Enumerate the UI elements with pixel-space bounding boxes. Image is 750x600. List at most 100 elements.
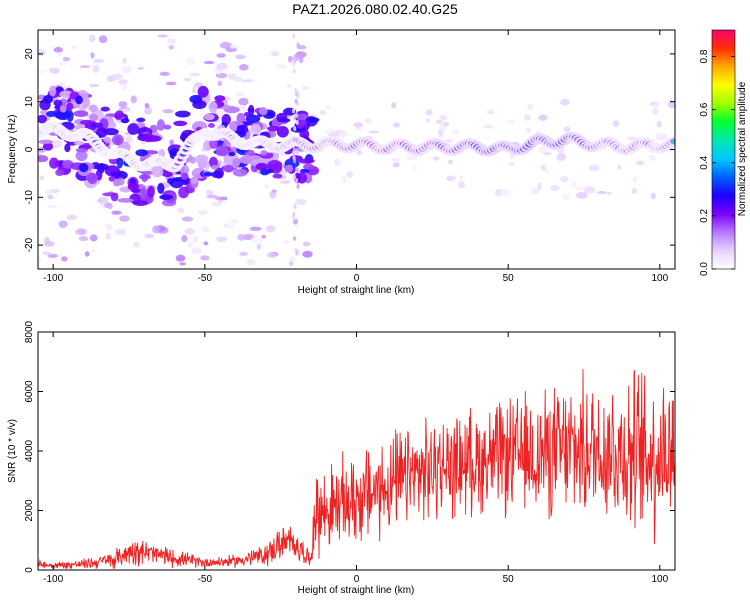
spectrogram-noise [523,114,531,121]
spectrogram-noise [89,83,100,88]
spectrogram-noise [550,185,560,191]
spectrogram-patch [303,163,314,170]
spectrogram-noise [596,191,607,195]
spectrogram-noise [446,175,456,182]
spectrogram-patch [207,123,215,128]
spectrogram-patch [228,151,236,157]
spectrogram-noise [340,175,348,184]
spectrogram-noise [233,76,244,82]
spectrogram-patch [267,160,283,171]
spectrogram-noise [556,153,567,161]
spectrogram-patch [66,140,78,146]
spectrogram-noise [652,108,659,115]
spectrogram-patch [115,114,123,120]
spectrogram-patch [284,164,294,173]
spectrogram-noise [267,251,277,258]
spectrogram-noise [42,251,52,256]
spectrogram-noise [118,79,128,85]
spectrogram-noise [296,42,300,48]
x-tick-label: 50 [503,574,515,585]
spectrogram-noise [292,236,297,242]
spectrogram-patch [112,178,121,187]
spectrogram-noise [292,150,296,156]
spectrogram-noise [75,228,87,236]
y-tick-label: 10 [24,96,35,108]
spectrogram-patch [307,117,320,123]
spectrogram-patch [215,145,229,157]
spectrogram-noise [525,127,532,133]
spectrogram-patch [91,122,103,128]
spectrogram-noise [292,137,296,143]
spectrogram-noise [62,56,71,62]
spectrogram-noise [265,225,276,233]
spectrogram-noise [216,53,226,58]
colorbar-tick-label: 0.0 [699,262,710,276]
spectrogram-noise [283,240,289,244]
spectrogram-noise [105,232,112,240]
spectrogram-noise [181,216,194,222]
spectrogram-patch [75,148,89,153]
spectrogram-noise [656,120,662,128]
colorbar-gradient [712,30,735,269]
spectrogram-patch [180,172,189,180]
spectrogram-patch [163,124,172,130]
spectrogram-noise [97,196,109,204]
spectrogram-patch [272,151,280,162]
spectrogram-noise [50,140,63,148]
spectrogram-noise [191,247,202,255]
spectrogram-noise [130,95,137,104]
spectrogram-noise [500,188,511,196]
spectrogram-noise [451,130,460,135]
spectrogram-noise [291,108,296,114]
spectrogram-noise [203,61,215,65]
spectrogram-noise [295,120,299,126]
spectrogram-noise [560,176,569,183]
spectrogram-noise [668,100,675,109]
spectrogram-patch [64,143,71,153]
spectrogram-patch [299,129,310,140]
spectrogram-noise [355,127,362,131]
spectrogram-patch [159,194,173,200]
spectrogram-ylabel: Frequency (Hz) [7,115,18,184]
spectrogram-noise [293,58,297,64]
spectrogram-noise [53,46,64,53]
spectrogram-patch [236,125,249,134]
spectrogram-patch [235,157,251,163]
spectrogram-noise [606,191,612,195]
spectrogram-patch [117,197,134,203]
spectrogram-patch [258,106,268,116]
spectrogram-patch [276,112,288,122]
snr-xlabel: Height of straight line (km) [298,585,415,596]
colorbar: 0.0 0.2 0.4 0.6 0.8 Normalized spectral ampl… [699,29,748,276]
spectrogram-noise [438,135,444,140]
spectrogram-noise [122,84,128,91]
spectrogram-noise [78,236,89,242]
spectrogram-patch [38,139,53,145]
spectrogram-noise [191,86,197,93]
spectrogram-noise [132,241,140,248]
spectrogram-patch [175,110,191,118]
spectrogram-noise [111,73,124,80]
spectrogram-noise [292,115,296,121]
spectrogram-patch [156,119,165,131]
spectrogram-patch [167,178,174,185]
spectrogram-noise [114,228,127,236]
snr-ticks: -100 -50 0 50 100 0 2000 4000 6000 8000 [24,320,675,585]
y-tick-label: 8000 [24,320,35,343]
spectrogram-patch [59,106,67,113]
spectrogram-noise [325,105,331,109]
spectrogram-patch [276,125,289,138]
spectrogram-patch [197,85,209,98]
spectrogram-noise [302,250,313,258]
spectrogram-patch [208,101,218,113]
spectrogram-patch [88,104,98,113]
spectrogram-noise [270,50,280,57]
spectrogram-noise [235,54,246,60]
spectrogram-noise [364,118,372,124]
spectrogram-noise [220,196,228,201]
x-tick-label: 0 [354,273,360,284]
spectrogram-noise [458,175,464,181]
spectrogram-noise [293,126,297,132]
spectrogram-noise [197,210,208,215]
